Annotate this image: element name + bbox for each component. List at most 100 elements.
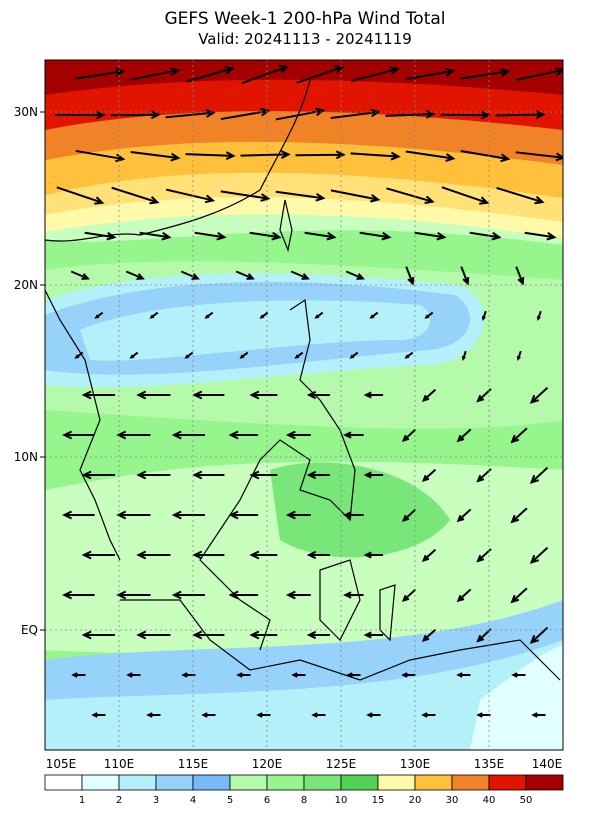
wind-arrow (414, 231, 447, 241)
wind-arrow (186, 65, 235, 83)
wind-arrow (343, 431, 364, 439)
wind-arrow (369, 311, 379, 319)
wind-arrow (343, 591, 364, 599)
colorbar-label: 20 (409, 795, 422, 806)
lon-label: 110E (104, 757, 135, 771)
wind-arrow (290, 270, 310, 280)
wind-arrow (510, 507, 528, 524)
wind-arrow (235, 270, 255, 280)
wind-arrow (81, 630, 116, 640)
wind-arrow (130, 67, 181, 81)
wind-arrow (249, 390, 278, 400)
wind-arrow (146, 712, 161, 718)
wind-arrow (405, 67, 456, 81)
wind-arrow (62, 590, 95, 600)
colorbar-box (488, 774, 527, 791)
wind-arrow (236, 672, 251, 678)
wind-arrow (126, 672, 141, 678)
wind-arrow (350, 151, 401, 161)
wind-arrow (110, 110, 161, 120)
wind-arrow (249, 550, 278, 560)
colorbar-label: 30 (446, 795, 459, 806)
wind-arrow (56, 186, 105, 205)
colorbar-box (118, 774, 157, 791)
wind-arrow (461, 350, 467, 361)
wind-arrow (84, 231, 117, 241)
colorbar-label: 1 (79, 795, 85, 806)
wind-arrow (346, 672, 361, 678)
lat-label: 10N (14, 450, 38, 464)
wind-arrow (171, 430, 205, 440)
wind-arrow (71, 672, 86, 678)
colorbar-label: 10 (335, 795, 348, 806)
map-frame (44, 59, 564, 751)
wind-arrow (343, 511, 364, 519)
wind-arrow (510, 427, 528, 444)
wind-arrow (204, 311, 214, 319)
wind-arrow (94, 311, 104, 319)
wind-arrow (306, 470, 330, 480)
wind-arrow (421, 388, 437, 402)
axes: 30N 20N 10N EQ 105E 110E 115E 120E 125E 130E 135E 1… (14, 105, 563, 771)
wind-arrow (70, 270, 90, 280)
wind-arrow (256, 712, 271, 718)
title: GEFS Week-1 200-hPa Wind Total (164, 9, 445, 29)
colorbar-label: 4 (190, 795, 196, 806)
wind-arrow (259, 311, 269, 319)
wind-arrow (291, 672, 306, 678)
wind-vectors (55, 65, 563, 718)
lat-label: 30N (14, 105, 38, 119)
wind-arrow (81, 390, 116, 400)
colorbar-box (377, 774, 416, 791)
wind-arrow (81, 550, 116, 560)
wind-arrow (149, 311, 159, 319)
wind-arrow (228, 590, 259, 600)
wind-arrow (116, 590, 151, 600)
wind-arrow (192, 390, 225, 400)
wind-arrow (405, 150, 456, 162)
lon-label: 125E (326, 757, 357, 771)
wind-arrow (456, 428, 472, 443)
wind-arrow (421, 712, 436, 718)
wind-arrow (249, 231, 282, 241)
wind-arrow (366, 712, 381, 718)
lat-label: EQ (21, 623, 38, 637)
wind-arrow (285, 510, 311, 520)
coastlines (45, 79, 561, 681)
wind-arrow (171, 510, 205, 520)
wind-arrow (363, 391, 384, 399)
lon-label: 135E (474, 757, 505, 771)
wind-arrow (74, 351, 84, 359)
wind-arrow (529, 626, 549, 644)
graticule (45, 60, 563, 750)
wind-arrow (511, 672, 526, 678)
wind-arrow (476, 712, 491, 718)
wind-arrow (239, 351, 249, 359)
colorbar-label: 40 (483, 795, 496, 806)
wind-arrow (440, 110, 491, 120)
lon-label: 130E (400, 757, 431, 771)
wind-arrow (311, 712, 326, 718)
wind-arrow (125, 270, 145, 280)
lon-label: 140E (532, 757, 563, 771)
colorbar-label: 15 (372, 795, 385, 806)
wind-arrow (165, 109, 216, 119)
wind-arrow (192, 470, 225, 480)
wind-arrow (460, 150, 511, 163)
wind-arrow (401, 508, 417, 522)
wind-arrow (75, 68, 126, 80)
wind-arrow (201, 712, 216, 718)
wind-arrow (184, 351, 194, 359)
colorbar-box (340, 774, 379, 791)
wind-arrow (181, 672, 196, 678)
colorbar-label: 8 (301, 795, 307, 806)
subtitle: Valid: 20241113 - 20241119 (198, 30, 412, 48)
wind-arrow (136, 390, 171, 400)
colorbar-box (451, 774, 490, 791)
wind-arrow (194, 231, 227, 241)
wind-arrow (136, 630, 171, 640)
wind-arrow (294, 351, 304, 359)
wind-arrow (351, 66, 400, 83)
wind-arrow (404, 351, 414, 359)
